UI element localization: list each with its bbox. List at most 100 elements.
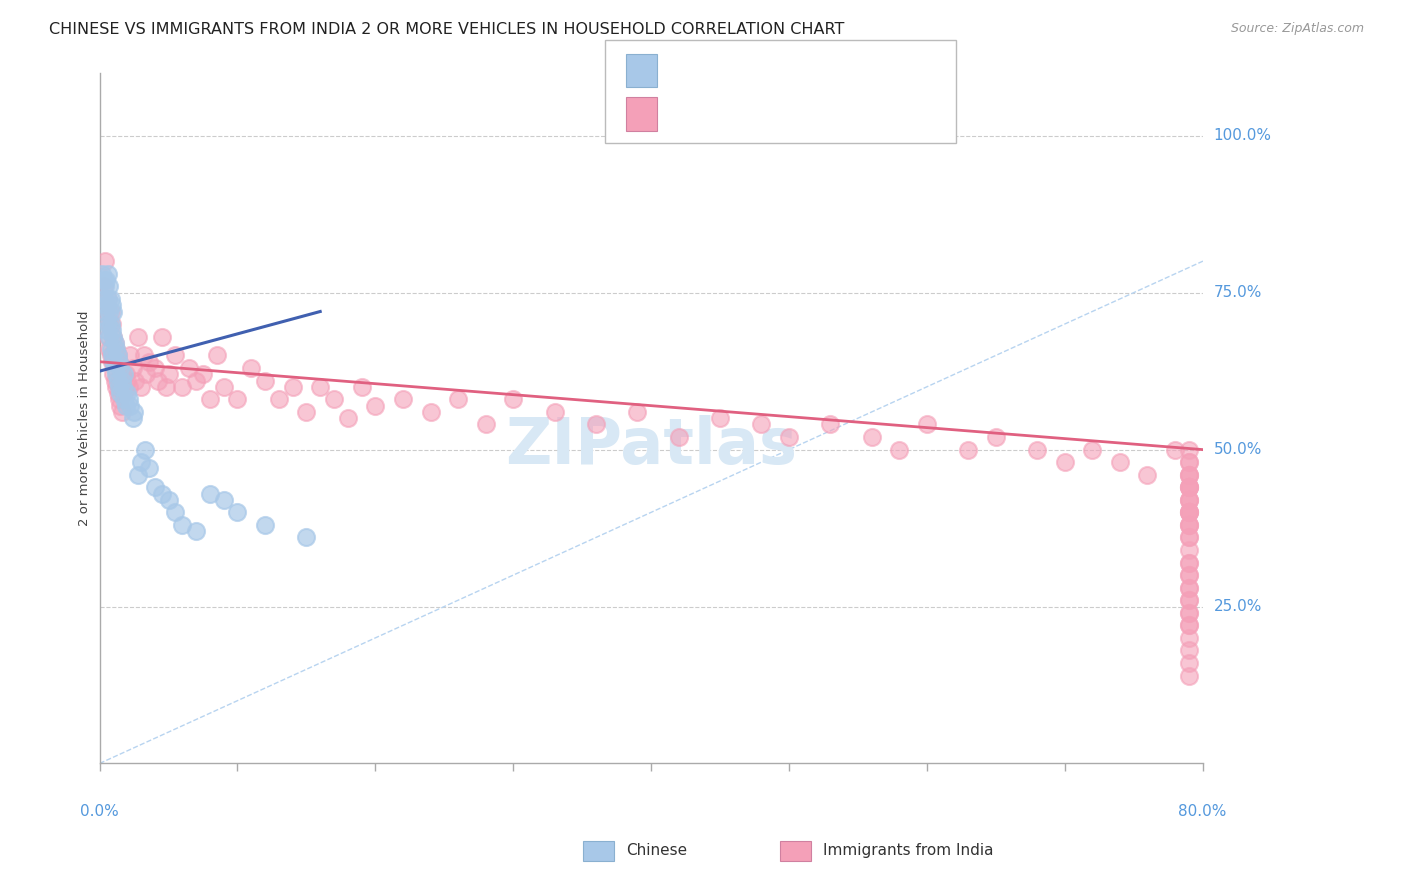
Point: [1178, 455, 1201, 469]
Point: [1178, 442, 1201, 457]
Point: [108, 392, 131, 407]
Point: [107, 348, 129, 362]
Point: [115, 386, 138, 401]
Point: [184, 524, 207, 539]
Point: [157, 492, 180, 507]
Point: [105, 342, 128, 356]
Text: 75.0%: 75.0%: [1213, 285, 1263, 301]
Point: [110, 399, 132, 413]
Point: [97, 292, 120, 306]
Point: [157, 368, 180, 382]
Point: [121, 411, 143, 425]
Point: [93, 279, 115, 293]
Point: [1178, 455, 1201, 469]
Point: [1178, 492, 1201, 507]
Point: [1178, 556, 1201, 570]
Point: [127, 329, 149, 343]
Point: [1178, 480, 1201, 494]
Point: [108, 355, 131, 369]
Point: [295, 405, 318, 419]
Point: [1178, 480, 1201, 494]
Point: [1026, 442, 1049, 457]
Point: [98, 304, 121, 318]
Point: [143, 361, 166, 376]
Point: [254, 517, 277, 532]
Point: [121, 361, 143, 376]
Point: [336, 411, 359, 425]
Point: [107, 348, 129, 362]
Point: [172, 517, 194, 532]
Point: [150, 486, 173, 500]
Point: [129, 380, 152, 394]
Point: [114, 399, 136, 413]
Point: [101, 317, 124, 331]
Point: [957, 442, 980, 457]
Point: [820, 417, 842, 432]
Point: [474, 417, 496, 432]
Point: [117, 380, 139, 394]
Point: [1053, 455, 1076, 469]
Point: [91, 267, 114, 281]
Point: [105, 368, 128, 382]
Point: [165, 348, 187, 362]
Point: [1178, 606, 1201, 620]
Point: [96, 273, 118, 287]
Point: [143, 480, 166, 494]
Point: [111, 405, 134, 419]
Point: [212, 492, 235, 507]
Point: [502, 392, 524, 407]
Point: [295, 531, 318, 545]
Point: [205, 348, 228, 362]
Point: [1164, 442, 1187, 457]
Text: CHINESE VS IMMIGRANTS FROM INDIA 2 OR MORE VEHICLES IN HOUSEHOLD CORRELATION CHA: CHINESE VS IMMIGRANTS FROM INDIA 2 OR MO…: [49, 22, 845, 37]
Point: [1178, 505, 1201, 519]
Point: [108, 380, 131, 394]
Point: [132, 348, 155, 362]
Point: [124, 374, 146, 388]
Point: [110, 361, 132, 376]
Point: [105, 380, 128, 394]
Point: [98, 279, 121, 293]
Point: [1178, 505, 1201, 519]
Point: [1178, 480, 1201, 494]
Point: [626, 405, 648, 419]
Y-axis label: 2 or more Vehicles in Household: 2 or more Vehicles in Household: [79, 310, 91, 526]
Point: [1178, 531, 1201, 545]
Point: [419, 405, 441, 419]
Point: [1178, 467, 1201, 482]
Point: [1178, 568, 1201, 582]
Point: [1178, 505, 1201, 519]
Point: [98, 317, 121, 331]
Point: [1178, 480, 1201, 494]
Point: [1136, 467, 1159, 482]
Point: [1178, 656, 1201, 670]
Point: [165, 505, 187, 519]
Point: [1108, 455, 1130, 469]
Point: [240, 361, 263, 376]
Point: [1178, 543, 1201, 558]
Point: [1178, 568, 1201, 582]
Point: [100, 342, 122, 356]
Text: 100.0%: 100.0%: [1213, 128, 1271, 144]
Point: [1178, 581, 1201, 595]
Point: [94, 254, 117, 268]
Point: [191, 368, 214, 382]
Point: [101, 323, 124, 337]
Text: R = -0.218   N = 125: R = -0.218 N = 125: [671, 105, 870, 123]
Point: [100, 292, 122, 306]
Point: [134, 442, 156, 457]
Text: 80.0%: 80.0%: [1178, 805, 1227, 819]
Point: [392, 392, 415, 407]
Point: [254, 374, 277, 388]
Point: [118, 348, 141, 362]
Point: [155, 380, 177, 394]
Point: [112, 368, 135, 382]
Point: [1178, 467, 1201, 482]
Point: [103, 329, 125, 343]
Point: [107, 386, 129, 401]
Point: [668, 430, 690, 444]
Text: R =  0.227   N =  58: R = 0.227 N = 58: [671, 62, 870, 79]
Point: [323, 392, 346, 407]
Point: [1178, 618, 1201, 632]
Point: [150, 329, 173, 343]
